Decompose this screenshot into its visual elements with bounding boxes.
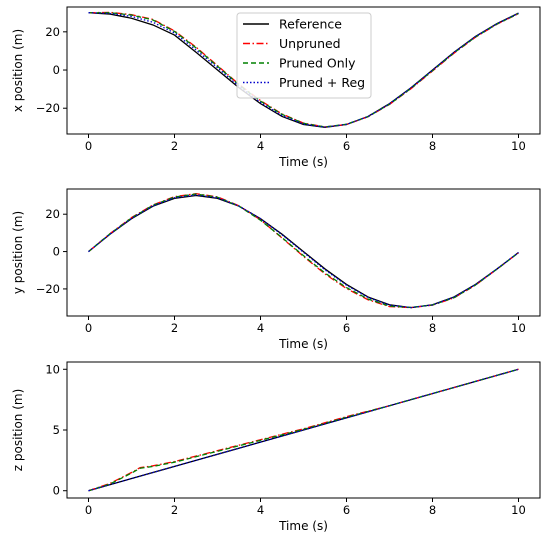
x-axis-label: Time (s) [278, 337, 328, 351]
legend: Reference Unpruned Pruned Only Pruned + Reg [236, 12, 372, 99]
x-tick-label: 0 [85, 139, 92, 153]
x-tick-label: 10 [511, 139, 526, 153]
y-axis-label: x position (m) [11, 29, 25, 112]
y-tick-label: 5 [53, 423, 60, 437]
x-tick-label: 2 [171, 503, 178, 517]
series-line-pruned-only [88, 368, 519, 492]
x-tick-label: 10 [511, 321, 526, 335]
legend-label: Unpruned [279, 36, 341, 51]
subplot-1: 0 2 4 6 8 10 −20 0 20 Time (s) x position (m) Refer… [11, 6, 541, 169]
y-tick-label: 0 [53, 484, 60, 498]
x-tick-label: 8 [429, 503, 436, 517]
x-axis-label: Time (s) [278, 519, 328, 533]
y-axis-label: y position (m) [11, 211, 25, 294]
y-tick-label: −20 [36, 282, 60, 296]
x-tick-label: 6 [343, 321, 350, 335]
y-tick-label: 20 [45, 25, 60, 39]
x-tick-label: 10 [511, 503, 526, 517]
series-line-reference [88, 194, 519, 309]
series-line-pruned-only [88, 193, 519, 309]
y-tick-label: −20 [36, 101, 60, 115]
subplot-3: 0 2 4 6 8 10 0 5 10 Time (s) z position (m) [11, 361, 541, 533]
series-line-unpruned [88, 193, 519, 309]
series-line-pruned-only [88, 12, 519, 128]
x-tick-label: 4 [257, 139, 264, 153]
x-tick-label: 0 [85, 321, 92, 335]
x-tick-label: 4 [257, 503, 264, 517]
legend-label: Reference [279, 17, 342, 32]
y-tick-label: 20 [45, 207, 60, 221]
x-tick-label: 8 [429, 321, 436, 335]
subplot-2: 0 2 4 6 8 10 −20 0 20 Time (s) y position (m) [11, 188, 541, 351]
x-tick-label: 8 [429, 139, 436, 153]
x-tick-label: 6 [343, 139, 350, 153]
x-tick-label: 2 [171, 321, 178, 335]
series-line-reference [88, 12, 519, 128]
series-line-pruned-reg [88, 368, 519, 492]
y-tick-label: 0 [53, 245, 60, 259]
y-tick-label: 10 [45, 362, 60, 376]
y-tick-label: 0 [53, 63, 60, 77]
x-axis-label: Time (s) [278, 155, 328, 169]
x-tick-label: 6 [343, 503, 350, 517]
legend-box [236, 12, 372, 99]
plot-frame [66, 188, 541, 317]
y-axis-label: z position (m) [11, 389, 25, 472]
legend-label: Pruned + Reg [279, 75, 365, 90]
x-tick-label: 4 [257, 321, 264, 335]
x-tick-label: 2 [171, 139, 178, 153]
x-tick-label: 0 [85, 503, 92, 517]
series-line-pruned-reg [88, 12, 519, 128]
legend-label: Pruned Only [279, 56, 356, 71]
